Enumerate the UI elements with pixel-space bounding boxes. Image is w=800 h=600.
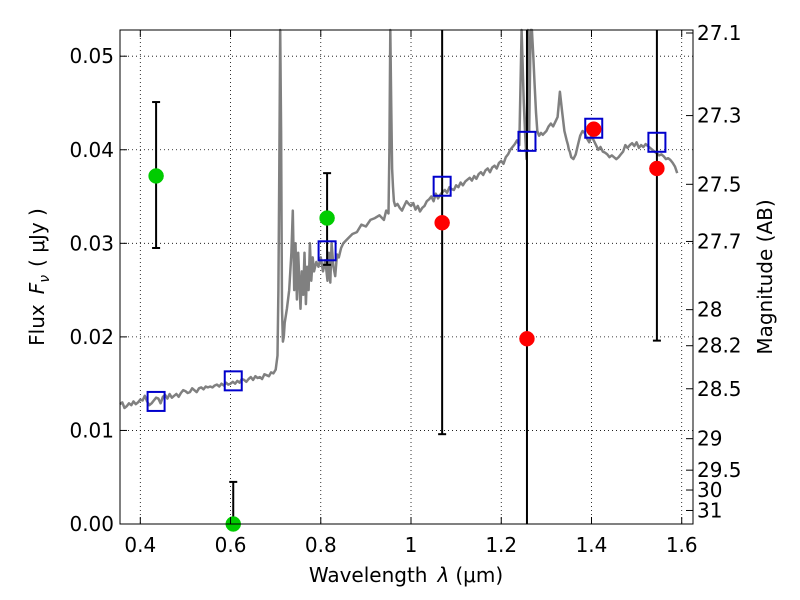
y2-tick-label: 28.5 [697, 377, 742, 401]
x-tick-label: 0.8 [305, 533, 337, 557]
x-tick-label: 1.2 [485, 533, 517, 557]
observed-flux-point-red [585, 121, 602, 137]
observed-flux-point-red [519, 331, 535, 347]
model-flux-square [584, 117, 604, 139]
model-flux-square [317, 240, 337, 262]
y-axis-label-subscript: ν [37, 275, 53, 283]
y2-tick-label: 28 [697, 298, 722, 322]
y-tick-label: 0.02 [69, 325, 114, 349]
marker-layer [146, 117, 667, 532]
y2-tick-label: 27.1 [697, 21, 742, 45]
y2-axis-label: Magnitude (AB) [753, 199, 777, 354]
model-flux-square [517, 130, 537, 152]
model-flux-square [647, 131, 667, 153]
spectrum-layer [119, 28, 679, 410]
y-tick-label: 0.00 [69, 512, 114, 536]
y-axis-label: Flux Fν ( μJy ) [25, 208, 53, 346]
x-axis-label-unit: (μm) [455, 563, 503, 587]
y2-tick-label: 27.5 [697, 172, 742, 196]
model-flux-square [432, 175, 452, 197]
observed-flux-point-green [148, 168, 164, 184]
y-tick-label: 0.01 [69, 418, 114, 442]
y2-tick-label: 31 [697, 498, 722, 522]
y-axis-label-text: Flux [25, 304, 49, 346]
y2-tick-label: 29.5 [697, 458, 742, 482]
x-tick-label: 1.6 [666, 533, 698, 557]
y2-tick-label: 29 [697, 427, 722, 451]
y2-tick-label: 30 [697, 478, 722, 502]
y-axis-label-unit: ( μJy ) [25, 208, 49, 267]
x-axis-label: Wavelength λ (μm) [309, 563, 503, 587]
x-tick-label: 0.6 [215, 533, 247, 557]
x-tick-label: 1 [405, 533, 418, 557]
y-axis-label-symbol: F [25, 282, 49, 294]
observed-flux-point-red [649, 160, 665, 177]
x-axis-label-text: Wavelength [309, 563, 428, 587]
y2-tick-label: 27.3 [697, 104, 742, 128]
plot-frame [119, 29, 694, 525]
y-tick-label: 0.05 [69, 44, 114, 68]
x-tick-label: 0.4 [124, 533, 156, 557]
y-tick-label: 0.04 [69, 138, 114, 162]
y2-tick-label: 27.7 [697, 229, 742, 253]
y2-tick-label: 28.2 [697, 334, 742, 358]
observed-flux-point-red [434, 214, 450, 231]
y-tick-label: 0.03 [69, 231, 114, 255]
model-flux-square [223, 370, 243, 392]
ticks-layer: 0.4 0.6 0.8 1 1.2 1.4 1.6 0.00 0.01 0.02 0.03 0.04 0… [69, 21, 741, 557]
model-flux-square [146, 390, 166, 412]
x-axis-label-symbol: λ [437, 563, 450, 587]
template-spectrum-line [119, 28, 679, 410]
x-tick-label: 1.4 [576, 533, 608, 557]
observed-flux-point-green [319, 210, 335, 226]
